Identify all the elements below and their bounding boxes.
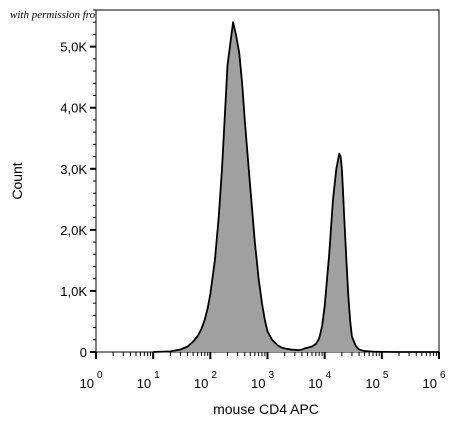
y-axis-label: Count — [9, 162, 25, 199]
plot-frame — [95, 9, 440, 353]
x-tick-exponent: 0 — [97, 370, 103, 381]
x-tick-label: 102 — [194, 370, 217, 391]
x-axis-label: mouse CD4 APC — [213, 401, 319, 417]
plot-layer — [153, 21, 440, 353]
x-tick-label: 10 4 — [308, 370, 331, 391]
x-tick-base: 10 — [365, 376, 379, 391]
x-tick-label: 10 3 — [251, 370, 274, 391]
y-tick-label: 5,0K — [60, 40, 87, 55]
x-tick-label: 106 — [423, 370, 446, 391]
x-tick-label: 10 5 — [365, 370, 388, 391]
x-tick-exponent: 5 — [383, 370, 389, 381]
y-tick-label: 1,0K — [60, 284, 87, 299]
x-tick-base: 10 — [194, 376, 208, 391]
histogram-area-0 — [153, 22, 440, 353]
histogram-outline-0 — [153, 21, 439, 353]
x-tick-base: 10 — [137, 376, 151, 391]
x-tick-base: 10 — [308, 376, 322, 391]
y-tick-label: 2,0K — [60, 223, 87, 238]
x-tick-exponent: 2 — [211, 370, 217, 381]
y-tick-label: 4,0K — [60, 101, 87, 116]
x-tick-exponent: 6 — [440, 370, 446, 381]
y-tick-label: 3,0K — [60, 162, 87, 177]
x-tick-label: 101 — [137, 370, 160, 391]
x-tick-label: 100 — [80, 370, 103, 391]
x-tick-exponent: 4 — [326, 370, 332, 381]
y-tick-label: 0 — [80, 345, 87, 360]
x-tick-exponent: 1 — [154, 370, 160, 381]
axes-layer: 01,0K2,0K3,0K4,0K5,0K1001011021031041051… — [60, 9, 446, 391]
x-tick-exponent: 3 — [269, 370, 275, 381]
x-tick-base: 10 — [80, 376, 94, 391]
x-tick-base: 10 — [423, 376, 437, 391]
x-tick-base: 10 — [251, 376, 265, 391]
